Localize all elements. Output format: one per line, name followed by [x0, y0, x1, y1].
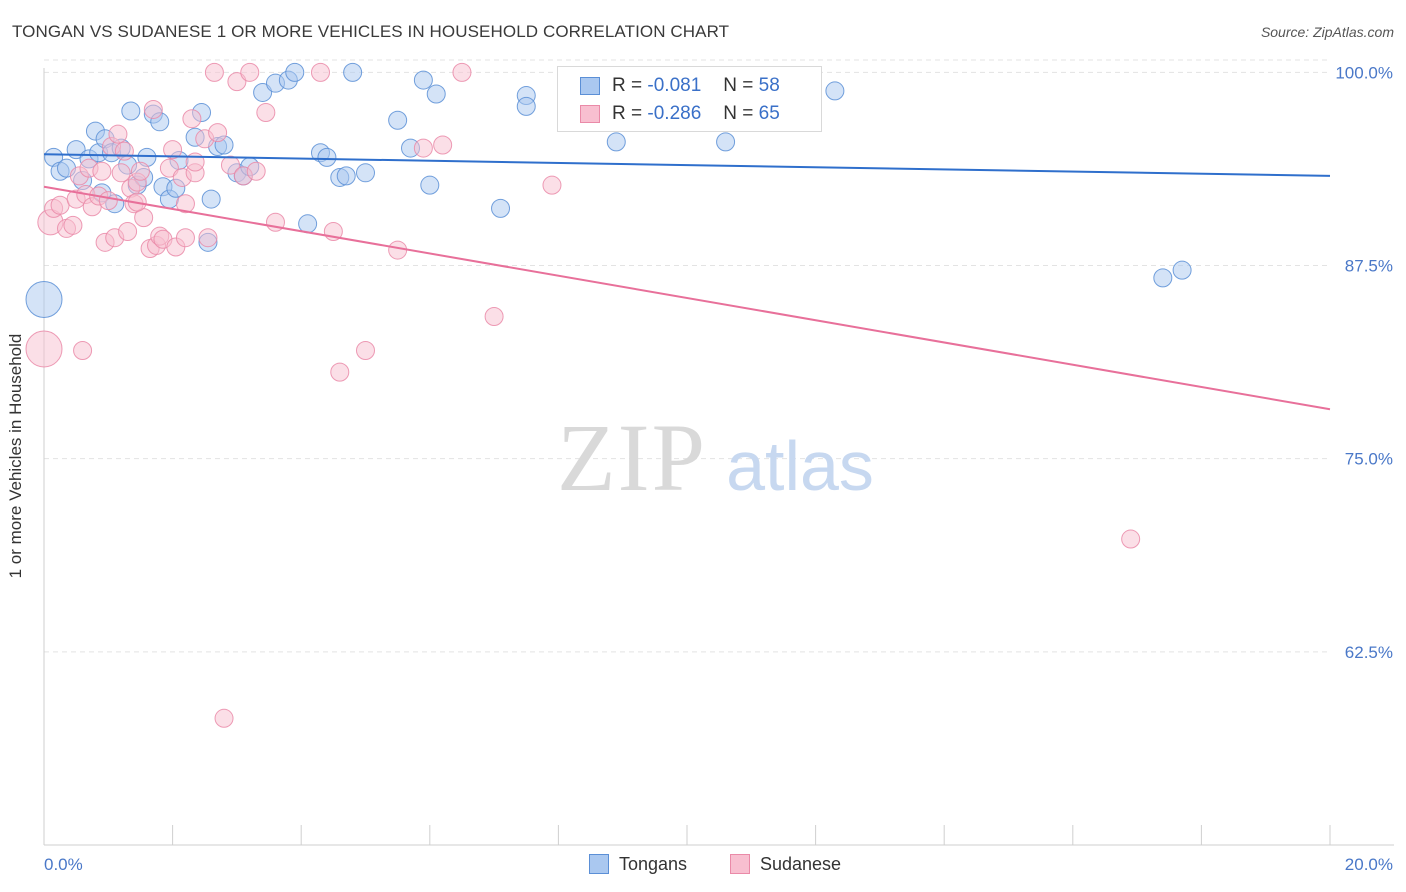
tongans-point [516, 96, 536, 116]
source-credit: Source: ZipAtlas.com [1260, 24, 1394, 40]
sudanese-point [413, 138, 433, 158]
tongans-point [285, 62, 305, 82]
chart-title: TONGAN VS SUDANESE 1 OR MORE VEHICLES IN… [12, 22, 730, 41]
tick-label-layer: 62.5% 75.0% 87.5% 100.0% 0.0% 20.0% [44, 63, 1393, 874]
watermark-atlas: atlas [726, 427, 874, 505]
tongans-point [356, 163, 375, 183]
sudanese-point [204, 62, 224, 82]
x-tick-label: 0.0% [44, 855, 83, 874]
tongans-point [336, 166, 356, 186]
sudanese-point [256, 103, 276, 123]
sudanese-point [330, 362, 350, 382]
sudanese-point [163, 140, 183, 160]
sudanese-point [111, 163, 131, 183]
sudanese-swatch [580, 105, 600, 123]
tongans-point [491, 198, 511, 218]
tongans-swatch [589, 854, 609, 874]
tongans-point [420, 175, 440, 195]
tongans-point [825, 81, 845, 101]
sudanese-point [118, 222, 138, 242]
sudanese-point [240, 62, 260, 82]
grid-layer [44, 59, 1330, 653]
stats-legend: R = -0.081 N = 58 R = -0.286 N = 65 [557, 66, 822, 132]
legend-label-tongans: Tongans [619, 853, 688, 874]
sudanese-point [130, 161, 150, 181]
tongans-point [606, 132, 626, 152]
legend-item-tongans[interactable]: Tongans [589, 852, 687, 876]
sudanese-point [198, 228, 218, 248]
sudanese-point [182, 109, 202, 129]
sudanese-point [220, 155, 240, 175]
points-layer [25, 62, 1192, 728]
sudanese-point [108, 124, 128, 144]
watermark-zip: ZIP [557, 404, 707, 511]
tongans-point [716, 132, 736, 152]
sudanese-swatch [730, 854, 750, 874]
sudanese-point [185, 152, 205, 172]
legend-label-sudanese: Sudanese [760, 853, 842, 874]
tongans-point [253, 82, 273, 102]
sudanese-point [310, 62, 330, 82]
sudanese-point [98, 191, 118, 211]
tongans-point [201, 189, 221, 209]
sudanese-point [542, 175, 562, 195]
tongans-point [388, 110, 408, 130]
legend-item-sudanese[interactable]: Sudanese [730, 852, 841, 876]
y-tick-label: 87.5% [1345, 257, 1393, 276]
sudanese-point [433, 135, 453, 155]
y-tick-label: 75.0% [1345, 450, 1393, 469]
tongans-point [1172, 260, 1192, 280]
sudanese-point [1121, 529, 1141, 549]
tongans-point [413, 70, 433, 90]
sudanese-point [227, 72, 247, 92]
sudanese-point [159, 158, 179, 178]
axis-layer [43, 68, 1394, 846]
y-tick-label: 62.5% [1345, 643, 1393, 662]
sudanese-point [214, 708, 234, 728]
sudanese-point [452, 62, 472, 82]
sudanese-point [143, 99, 163, 119]
sudanese-point [175, 228, 195, 248]
n-label: N = [723, 75, 754, 96]
sudanese-point [175, 194, 195, 214]
sudanese-point [73, 341, 93, 361]
r-label: R = [612, 75, 643, 96]
tongans-point [426, 84, 446, 104]
tongans-point [25, 281, 63, 319]
sudanese-point [246, 161, 266, 181]
sudanese-point [25, 330, 63, 368]
x-tick-label: 20.0% [1345, 855, 1393, 874]
tongans-trend-line [43, 153, 1331, 177]
sudanese-point [484, 307, 504, 327]
sudanese-point [50, 195, 70, 215]
sudanese-point [356, 341, 375, 361]
tongans-point [317, 147, 337, 167]
n-value: 58 [758, 75, 780, 96]
tongans-swatch [580, 77, 600, 95]
sudanese-trend-line [43, 185, 1331, 411]
legend-row-tongans: R = -0.081 N = 58 [580, 73, 780, 99]
trend-layer [43, 153, 1331, 411]
sudanese-point [114, 141, 134, 161]
y-tick-label: 100.0% [1335, 63, 1393, 82]
n-label: N = [723, 103, 754, 124]
sudanese-point [388, 240, 408, 260]
sudanese-point [208, 123, 228, 143]
tongans-point [298, 214, 318, 234]
sudanese-point [92, 161, 112, 181]
r-label: R = [612, 103, 643, 124]
r-value: -0.286 [647, 103, 702, 124]
tongans-point [1153, 268, 1173, 288]
sudanese-point [63, 215, 83, 235]
r-value: -0.081 [647, 75, 702, 96]
n-value: 65 [758, 103, 780, 124]
tongans-point [343, 62, 363, 82]
tongans-point [121, 101, 141, 121]
legend-row-sudanese: R = -0.286 N = 65 [580, 101, 780, 127]
